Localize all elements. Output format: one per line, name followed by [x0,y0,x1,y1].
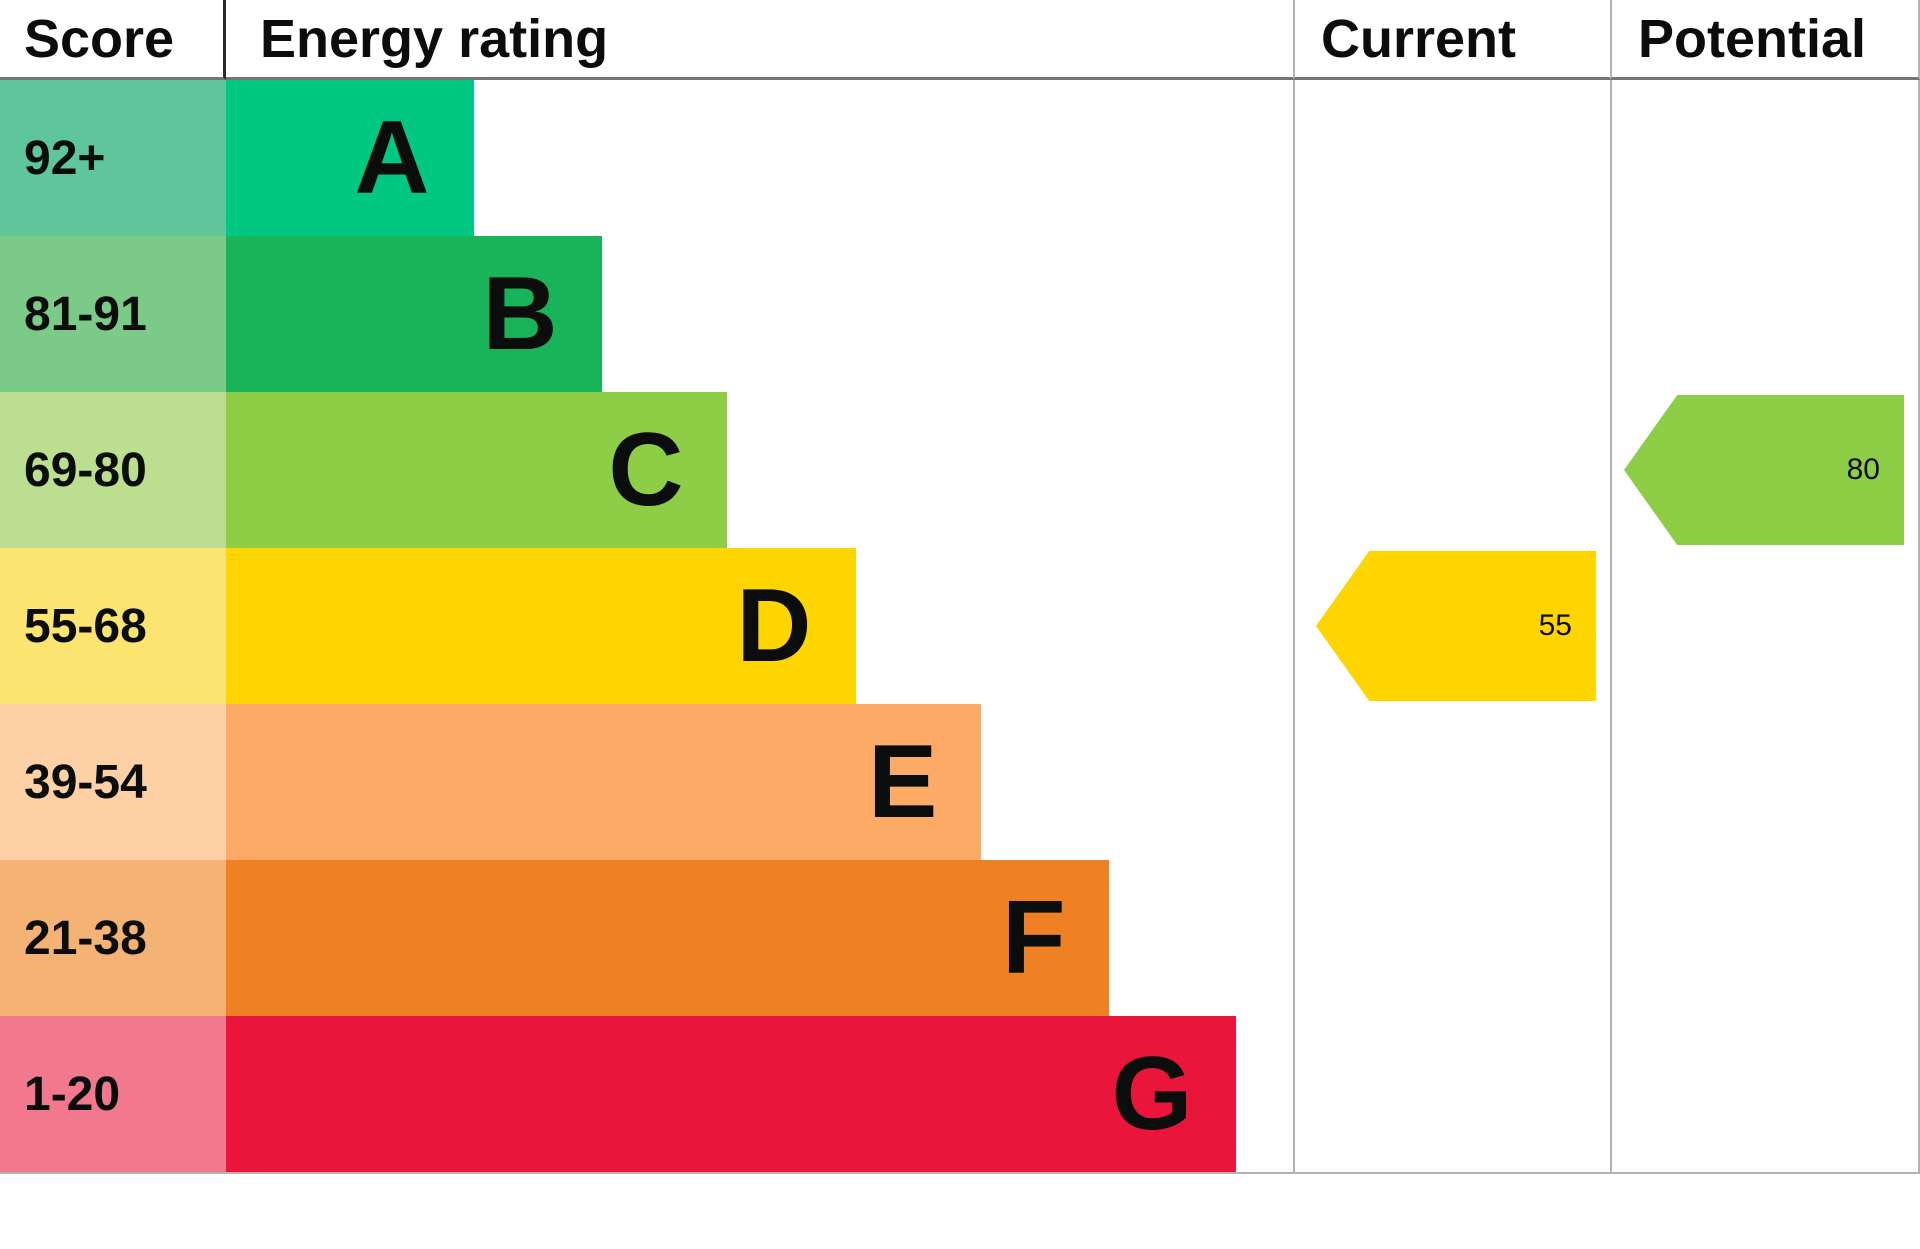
potential-column-header: Potential [1610,0,1920,80]
energy-band-cell-f: F [226,860,1293,1016]
energy-band-cell-c: C [226,392,1293,548]
score-range-b: 81-91 [0,236,226,392]
potential-cell-a [1610,80,1920,236]
potential-cell-e [1610,704,1920,860]
band-letter-f: F [1001,880,1066,996]
band-bar-f: F [226,860,1110,1016]
score-range-label-a: 92+ [24,131,106,185]
band-bar-c: C [226,392,728,548]
score-range-e: 39-54 [0,704,226,860]
band-letter-g: G [1111,1036,1193,1152]
energy-rating-column-header: Energy rating [226,0,1293,80]
score-range-g: 1-20 [0,1016,226,1172]
potential-cell-f [1610,860,1920,1016]
energy-band-cell-e: E [226,704,1293,860]
current-cell-e [1293,704,1610,860]
band-bar-b: B [226,236,602,392]
current-rating-arrow-value: 55 [1538,609,1572,642]
current-cell-f [1293,860,1610,1016]
current-cell-g [1293,1016,1610,1172]
current-cell-b [1293,236,1610,392]
current-column-header: Current [1293,0,1610,80]
band-letter-d: D [736,568,812,684]
score-range-label-d: 55-68 [24,599,147,653]
current-cell-d: 55 [1293,548,1610,704]
potential-cell-c: 80 [1610,392,1920,548]
potential-rating-arrow-value: 80 [1846,453,1880,486]
energy-band-cell-b: B [226,236,1293,392]
score-range-label-g: 1-20 [24,1067,121,1121]
band-row-c: 69-80 C 80 [0,392,1920,548]
band-letter-b: B [482,256,558,372]
score-range-label-c: 69-80 [24,443,147,497]
band-letter-e: E [868,724,938,840]
band-bar-a: A [226,80,474,236]
band-bar-g: G [226,1016,1237,1172]
potential-cell-d [1610,548,1920,704]
band-row-a: 92+ A [0,80,1920,236]
potential-cell-b [1610,236,1920,392]
potential-cell-g [1610,1016,1920,1172]
score-range-label-e: 39-54 [24,755,147,809]
current-cell-c [1293,392,1610,548]
band-row-d: 55-68 D 55 [0,548,1920,704]
score-range-label-b: 81-91 [24,287,147,341]
band-bar-e: E [226,704,982,860]
band-row-e: 39-54 E [0,704,1920,860]
energy-band-cell-g: G [226,1016,1293,1172]
score-range-label-f: 21-38 [24,911,147,965]
score-range-d: 55-68 [0,548,226,704]
score-range-c: 69-80 [0,392,226,548]
energy-band-cell-d: D [226,548,1293,704]
score-range-f: 21-38 [0,860,226,1016]
band-letter-c: C [608,412,684,528]
energy-band-cell-a: A [226,80,1293,236]
band-row-g: 1-20 G [0,1016,1920,1172]
current-rating-arrow: 55 [1316,551,1596,701]
chart-header: Score Energy rating Current Potential [0,0,1920,80]
band-row-b: 81-91 B [0,236,1920,392]
band-rows: 92+ A 81-91 B 69-80 C 80 55-68 D 55 39-54 E 21-38 F 1-… [0,80,1920,1174]
band-row-f: 21-38 F [0,860,1920,1016]
score-range-a: 92+ [0,80,226,236]
band-bar-d: D [226,548,856,704]
potential-rating-arrow: 80 [1624,395,1904,545]
score-column-header: Score [0,0,226,80]
band-letter-a: A [354,100,430,216]
current-cell-a [1293,80,1610,236]
